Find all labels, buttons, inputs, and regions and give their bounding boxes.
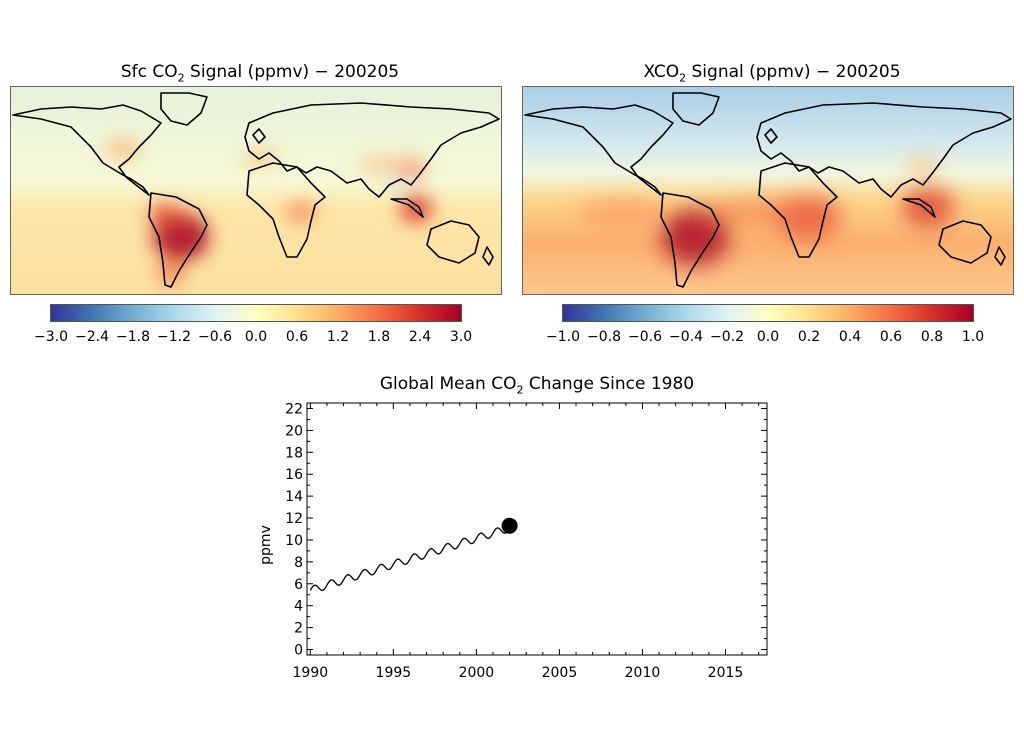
colorbar-tick-label: −2.4 [75,329,109,345]
plot-frame [306,402,768,656]
xco2-colorbar [562,304,974,322]
xco2-coastlines [524,92,1012,288]
x-tick-label: 1990 [293,665,329,681]
y-tick-label: 22 [285,401,303,417]
x-tick-label: 2005 [542,665,578,681]
colorbar-tick-label: 0.6 [879,329,903,345]
x-tick-label: 2010 [625,665,661,681]
colorbar-tick-label: −0.6 [198,329,232,345]
y-tick-label: 12 [285,511,303,527]
colorbar-tick-label: 0.0 [244,329,268,345]
colorbar-tick-label: −1.2 [157,329,191,345]
y-tick-label: 0 [294,643,303,659]
sfc-map-svg [11,87,501,294]
colorbar-tick-label: −0.8 [587,329,621,345]
colorbar-tick-label: −0.2 [710,329,744,345]
y-tick-label: 10 [285,533,303,549]
co2-change-line [309,527,507,592]
xco2-map-svg [523,87,1013,294]
sfc-coastlines [12,92,500,288]
colorbar-tick-label: 0.4 [838,329,862,345]
colorbar-tick-label: 0.0 [756,329,780,345]
global-mean-co2-chart: ppmv 0 2 4 6 8 10 12 14 16 18 20 22 1990 1995 2000 2005… [258,401,768,681]
y-tick-label: 8 [294,555,303,571]
current-value-marker [501,517,518,534]
colorbar-tick-label: 1.2 [326,329,350,345]
sfc-map-background [11,87,501,294]
colorbar-tick-label: 0.2 [797,329,821,345]
y-tick-label: 4 [294,599,303,615]
sfc-map-title: Sfc CO2 Signal (ppmv) − 200205 [120,62,400,85]
sfc-co2-map [10,86,502,295]
xco2-map-anomalies [578,157,954,265]
colorbar-tick-label: 2.4 [408,329,432,345]
xco2-map-title: XCO2 Signal (ppmv) − 200205 [643,62,901,85]
xco2-map [522,86,1014,295]
colorbar-tick-label: 3.0 [449,329,473,345]
x-tick-label: 2015 [708,665,744,681]
y-tick-label: 14 [285,489,303,505]
colorbar-tick-label: −0.4 [669,329,703,345]
colorbar-tick-label: −3.0 [34,329,68,345]
x-tick-label: 1995 [376,665,412,681]
colorbar-tick-label: 1.0 [961,329,985,345]
y-tick-label: 2 [294,621,303,637]
colorbar-tick-label: −1.8 [116,329,150,345]
colorbar-tick-label: −0.6 [628,329,662,345]
y-tick-label: 16 [285,467,303,483]
colorbar-tick-label: 0.8 [920,329,944,345]
chart-title: Global Mean CO2 Change Since 1980 [379,374,695,397]
sfc-colorbar [50,304,462,322]
y-tick-label: 20 [285,423,303,439]
colorbar-tick-label: −1.0 [546,329,580,345]
y-tick-label: 6 [294,577,303,593]
y-tick-label: 18 [285,445,303,461]
y-axis-label: ppmv [258,525,274,565]
colorbar-tick-label: 0.6 [285,329,309,345]
colorbar-tick-label: 1.8 [367,329,391,345]
x-tick-label: 2000 [459,665,495,681]
